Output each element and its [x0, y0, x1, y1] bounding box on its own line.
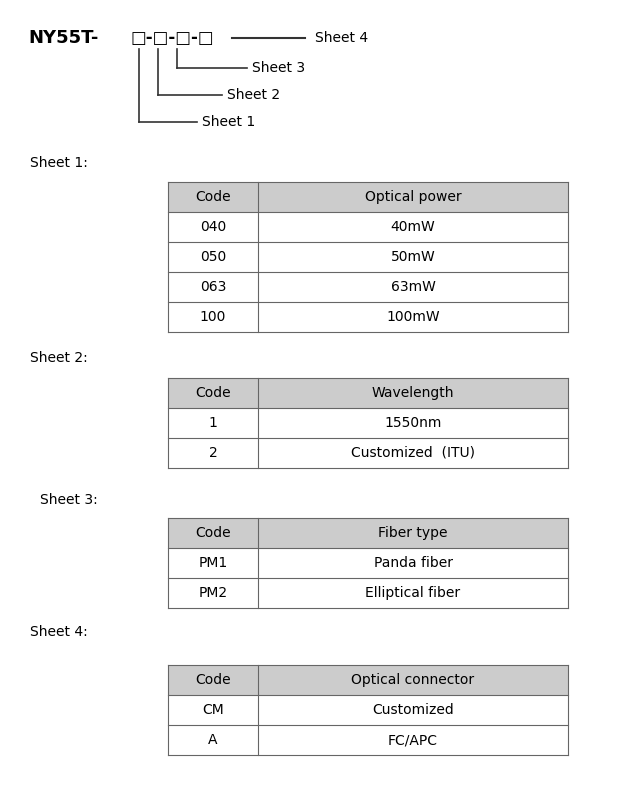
Bar: [168, 182, 568, 212]
Text: Optical connector: Optical connector: [351, 673, 475, 687]
Text: Code: Code: [195, 190, 231, 204]
Text: Sheet 2:: Sheet 2:: [30, 351, 88, 365]
Text: Sheet 4: Sheet 4: [315, 31, 368, 45]
Text: Optical power: Optical power: [365, 190, 461, 204]
Text: Sheet 1: Sheet 1: [202, 115, 255, 129]
Text: □-□-□-□: □-□-□-□: [130, 29, 214, 47]
Text: PM2: PM2: [198, 586, 228, 600]
Text: 2: 2: [209, 446, 217, 460]
Text: 1550nm: 1550nm: [384, 416, 442, 430]
Text: A: A: [209, 733, 218, 747]
Text: Code: Code: [195, 526, 231, 540]
Text: 40mW: 40mW: [391, 220, 435, 234]
Text: 050: 050: [200, 250, 226, 264]
Text: Panda fiber: Panda fiber: [374, 556, 453, 570]
Text: PM1: PM1: [198, 556, 228, 570]
Text: Customized: Customized: [372, 703, 454, 717]
Text: Code: Code: [195, 673, 231, 687]
Text: NY55T-: NY55T-: [28, 29, 99, 47]
Text: Fiber type: Fiber type: [378, 526, 447, 540]
Text: Sheet 2: Sheet 2: [227, 88, 280, 102]
Text: Elliptical fiber: Elliptical fiber: [365, 586, 461, 600]
Text: Code: Code: [195, 386, 231, 400]
Bar: [168, 518, 568, 548]
Text: 50mW: 50mW: [391, 250, 435, 264]
Text: Customized  (ITU): Customized (ITU): [351, 446, 475, 460]
Text: Sheet 3:: Sheet 3:: [40, 493, 98, 507]
Bar: [168, 378, 568, 408]
Text: 63mW: 63mW: [391, 280, 435, 294]
Text: CM: CM: [202, 703, 224, 717]
Text: Sheet 3: Sheet 3: [252, 61, 305, 75]
Text: Sheet 4:: Sheet 4:: [30, 625, 88, 639]
Text: 1: 1: [209, 416, 217, 430]
Text: Wavelength: Wavelength: [372, 386, 454, 400]
Text: 063: 063: [200, 280, 226, 294]
Text: 100mW: 100mW: [386, 310, 440, 324]
Text: FC/APC: FC/APC: [388, 733, 438, 747]
Text: 040: 040: [200, 220, 226, 234]
Bar: [168, 665, 568, 695]
Text: Sheet 1:: Sheet 1:: [30, 156, 88, 170]
Text: 100: 100: [200, 310, 226, 324]
